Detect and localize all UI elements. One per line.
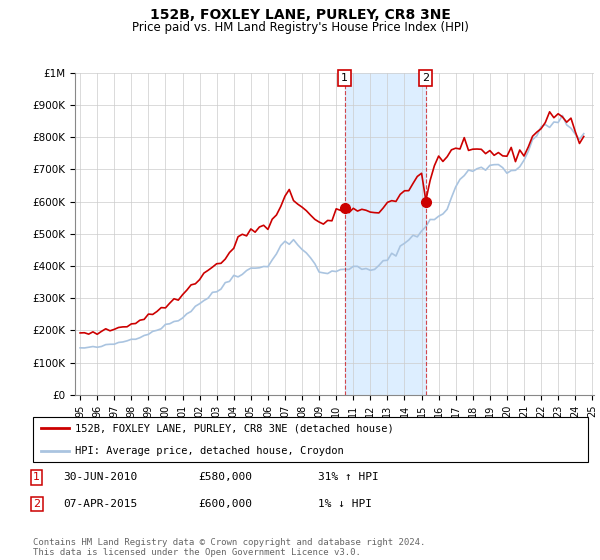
Text: Price paid vs. HM Land Registry's House Price Index (HPI): Price paid vs. HM Land Registry's House … [131,21,469,34]
Text: 31% ↑ HPI: 31% ↑ HPI [318,472,379,482]
Text: HPI: Average price, detached house, Croydon: HPI: Average price, detached house, Croy… [74,446,343,456]
Text: 07-APR-2015: 07-APR-2015 [63,499,137,509]
Text: 152B, FOXLEY LANE, PURLEY, CR8 3NE: 152B, FOXLEY LANE, PURLEY, CR8 3NE [149,8,451,22]
Text: 152B, FOXLEY LANE, PURLEY, CR8 3NE (detached house): 152B, FOXLEY LANE, PURLEY, CR8 3NE (deta… [74,423,394,433]
Text: 1% ↓ HPI: 1% ↓ HPI [318,499,372,509]
Text: 1: 1 [33,472,40,482]
Text: 2: 2 [422,73,430,83]
Text: £600,000: £600,000 [198,499,252,509]
Text: Contains HM Land Registry data © Crown copyright and database right 2024.
This d: Contains HM Land Registry data © Crown c… [33,538,425,557]
Text: 30-JUN-2010: 30-JUN-2010 [63,472,137,482]
Text: £580,000: £580,000 [198,472,252,482]
Text: 2: 2 [33,499,40,509]
Bar [345,73,426,395]
Text: 1: 1 [341,73,348,83]
FancyBboxPatch shape [33,417,588,462]
